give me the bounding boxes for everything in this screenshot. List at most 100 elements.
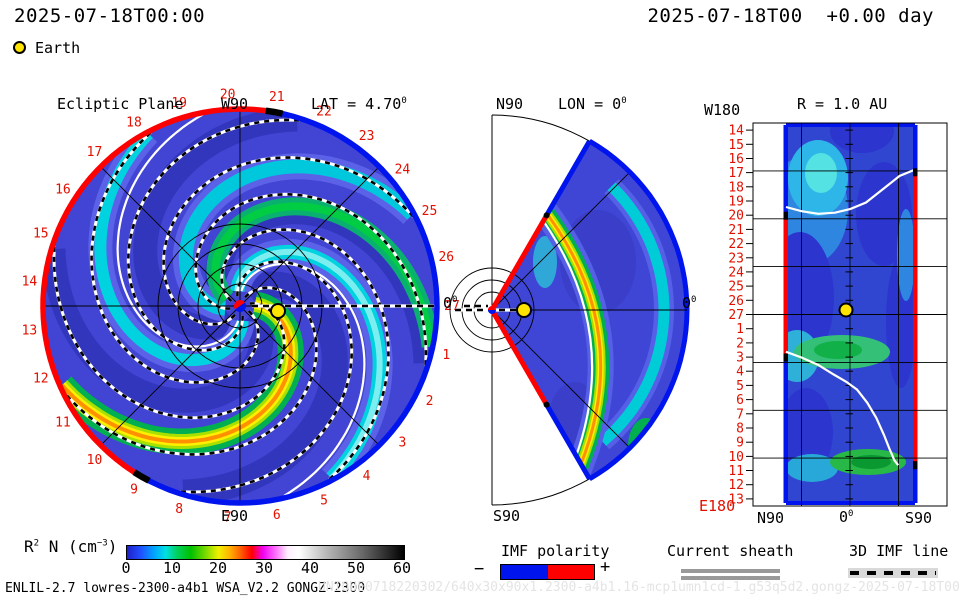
day-label: 9 xyxy=(736,436,744,451)
band-edge-bottom xyxy=(786,501,915,505)
day-label: 14 xyxy=(728,124,744,139)
imf-polarity-edge xyxy=(913,172,918,466)
radial-axis-s90: S90 xyxy=(905,509,933,527)
day-label: 21 xyxy=(728,223,744,238)
density-blob xyxy=(851,455,891,469)
colorbar-tick-label: 60 xyxy=(392,559,412,577)
imf-polarity-edge xyxy=(783,125,788,216)
density-blob xyxy=(639,436,657,464)
colorbar-gradient xyxy=(126,545,405,560)
ecliptic-title: Ecliptic Plane xyxy=(57,95,184,113)
imf-positive-swatch xyxy=(548,565,594,579)
radial-west-label: W180 xyxy=(704,101,741,119)
day-label: 9 xyxy=(130,483,138,498)
current-sheath-swatch xyxy=(681,569,780,573)
imf-line xyxy=(220,228,390,481)
density-spiral-band xyxy=(44,248,274,413)
day-label: 15 xyxy=(33,227,49,242)
imf3d-legend-title: 3D IMF line xyxy=(849,542,949,560)
density-blob xyxy=(814,341,862,359)
radial-grid-line xyxy=(239,305,380,446)
imf-polarity-rim xyxy=(40,106,275,479)
day-label: 17 xyxy=(87,145,103,160)
day-label: 24 xyxy=(395,163,411,178)
day-label: 1 xyxy=(442,348,450,363)
density-blob xyxy=(805,153,837,193)
current-sheath-legend-title: Current sheath xyxy=(667,542,794,560)
band-edge-top xyxy=(786,123,915,127)
meridional-south-label: S90 xyxy=(493,507,521,525)
radial-grid-line xyxy=(491,309,631,449)
colorbar-tick-label: 30 xyxy=(254,559,274,577)
polarity-transition-mark xyxy=(543,401,550,408)
earth-legend-icon xyxy=(13,41,26,54)
sun-marker xyxy=(234,300,245,310)
imf-polarity-edge xyxy=(489,214,549,312)
day-label: 6 xyxy=(273,508,281,523)
day-label: 25 xyxy=(728,280,744,295)
imf3d-dash-pattern xyxy=(850,571,936,575)
day-label: 20 xyxy=(220,87,236,102)
density-band xyxy=(536,201,603,477)
timestamp-left: 2025-07-18T00:00 xyxy=(14,5,206,27)
day-label: 19 xyxy=(728,195,744,210)
density-blob xyxy=(533,236,557,288)
polarity-transition-mark xyxy=(543,212,550,219)
density-band xyxy=(598,182,670,446)
radial-grid-line xyxy=(491,171,631,311)
imf-polarity-legend-title: IMF polarity xyxy=(501,542,610,560)
imf-line xyxy=(180,260,354,494)
day-label: 10 xyxy=(728,450,744,465)
current-sheet-line xyxy=(240,262,366,497)
imf-line xyxy=(52,246,286,420)
density-blob xyxy=(786,454,838,482)
colorbar-tick-label: 20 xyxy=(208,559,228,577)
day-label: 18 xyxy=(728,180,744,195)
sun-marker xyxy=(235,302,246,312)
earth-marker xyxy=(838,302,854,318)
model-info: ENLIL-2.7 lowres-2300-a4b1 WSA_V2.2 GONG… xyxy=(5,581,366,596)
colorbar-tick-label: 0 xyxy=(121,559,131,577)
polarity-transition-mark xyxy=(783,353,788,362)
imf-line xyxy=(162,156,415,326)
imf-polarity-edge xyxy=(913,125,918,173)
colorbar-label: R2 N (cm−3) xyxy=(24,537,118,556)
ecliptic-lat-label: LAT = 4.700 xyxy=(311,95,407,113)
earth-marker xyxy=(270,303,286,319)
watermark: UNIQUE0718220302/640x30x90x1.2300-a4b1.1… xyxy=(318,581,960,595)
day-label: 8 xyxy=(736,422,744,437)
ecliptic-zero-label: 00 xyxy=(443,294,458,312)
day-label: 3 xyxy=(398,435,406,450)
imf3d-swatch xyxy=(848,568,938,578)
ecliptic-west-label: W90 xyxy=(221,95,249,113)
day-label: 5 xyxy=(736,379,744,394)
current-sheath-swatch xyxy=(681,576,780,580)
day-label: 13 xyxy=(22,324,38,339)
day-label: 23 xyxy=(359,129,375,144)
radial-grid-line xyxy=(239,166,380,307)
day-label: 16 xyxy=(728,152,744,167)
timestamp-right: 2025-07-18T00 +0.00 day xyxy=(647,5,934,27)
radial-axis-n90: N90 xyxy=(757,509,785,527)
day-label: 11 xyxy=(55,416,71,431)
meridional-north-label: N90 xyxy=(496,95,524,113)
day-label: 11 xyxy=(728,464,744,479)
radial-grid-line xyxy=(100,166,241,307)
density-spiral-band xyxy=(234,248,383,481)
polarity-transition-mark xyxy=(913,461,918,470)
day-label: 16 xyxy=(55,183,71,198)
density-spiral-band xyxy=(60,302,293,444)
imf-polarity-edge xyxy=(783,357,788,503)
density-blob xyxy=(830,125,894,153)
day-label: 20 xyxy=(728,209,744,224)
polarity-transition-mark xyxy=(132,469,151,484)
imf-polarity-edge xyxy=(544,403,592,481)
colorbar-tick-label: 40 xyxy=(300,559,320,577)
colorbar-ticks: 0 10 20 30 40 50 60 xyxy=(121,559,416,577)
radial-axis-zero: 00 xyxy=(839,508,854,526)
imf-line xyxy=(194,192,428,366)
imf-plus-label: + xyxy=(600,557,611,577)
day-label: 17 xyxy=(728,166,744,181)
